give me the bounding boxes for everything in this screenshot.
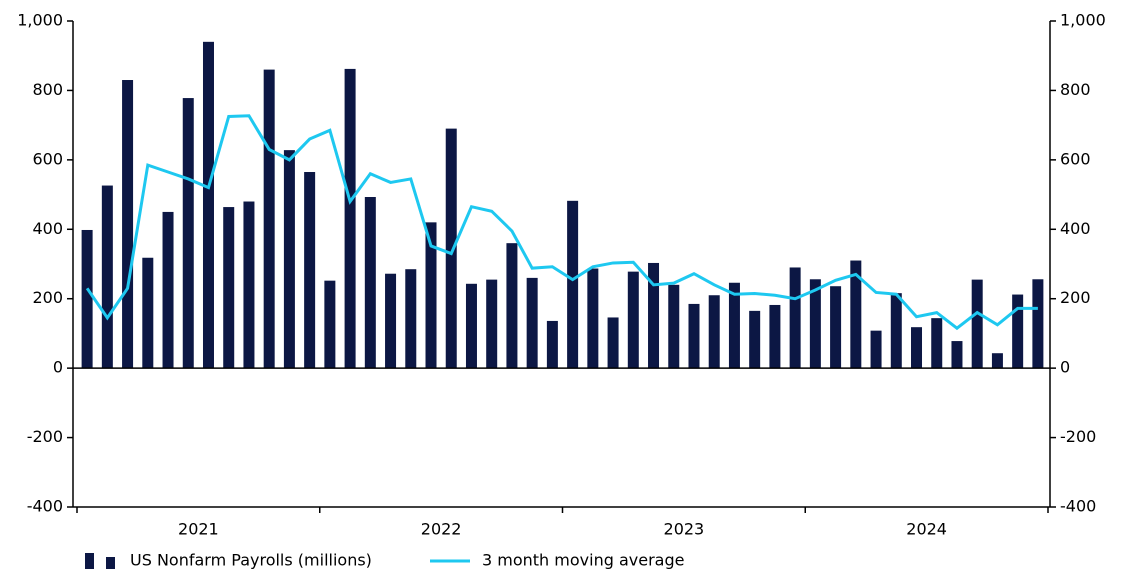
bar [425, 222, 437, 369]
bar [405, 269, 417, 369]
bar [122, 80, 134, 369]
line [85, 114, 1038, 331]
legend-label: 3 month moving average [482, 551, 684, 570]
bar [648, 262, 660, 369]
bar [385, 273, 397, 369]
legend-swatch [106, 557, 115, 569]
bar [668, 284, 680, 369]
bar [344, 68, 356, 369]
bar [162, 211, 174, 369]
bar [243, 201, 255, 369]
bar [607, 317, 619, 369]
bar [749, 310, 761, 369]
x-tick-label: 2022 [421, 520, 462, 539]
legend-label: US Nonfarm Payrolls (millions) [130, 551, 372, 570]
x-tick-label: 2024 [906, 520, 947, 539]
y2-tick-label: 600 [1060, 149, 1091, 168]
y-tick-label: 0 [53, 358, 63, 377]
bar [728, 282, 740, 369]
bar [506, 243, 518, 369]
bar [708, 295, 720, 369]
bar [202, 41, 214, 369]
y2-tick-label: 200 [1060, 288, 1091, 307]
bar [587, 268, 599, 369]
x-tick-label: 2023 [664, 520, 705, 539]
bar [809, 279, 821, 369]
bar [850, 260, 862, 369]
bar [769, 304, 781, 369]
bar [627, 271, 639, 369]
y-tick-label: 1,000 [17, 11, 63, 30]
bar [486, 279, 498, 369]
bar [830, 286, 842, 369]
bar [324, 280, 336, 369]
bar [526, 277, 538, 369]
y-tick-label: -200 [27, 427, 63, 446]
bar [688, 303, 700, 369]
y-tick-label: 600 [32, 149, 63, 168]
bar [567, 200, 579, 369]
bar [870, 330, 882, 369]
bar [890, 293, 902, 369]
bar [101, 185, 113, 369]
bar [364, 197, 376, 369]
bar [283, 150, 295, 369]
bar [911, 327, 923, 369]
y2-tick-label: -400 [1060, 497, 1096, 516]
bar [971, 279, 983, 369]
bar [182, 98, 194, 369]
y2-tick-label: 800 [1060, 80, 1091, 99]
bar [546, 320, 558, 369]
bar [1012, 294, 1024, 369]
x-tick-label: 2021 [178, 520, 219, 539]
bar [223, 207, 235, 369]
bar [81, 229, 93, 369]
bar [991, 353, 1003, 369]
y2-tick-label: 1,000 [1060, 11, 1106, 30]
y-tick-label: 800 [32, 80, 63, 99]
bar [445, 128, 457, 369]
y-tick-label: -400 [27, 497, 63, 516]
bar [951, 341, 963, 369]
bar [931, 318, 943, 369]
bar [789, 267, 801, 369]
bar [263, 69, 275, 369]
y2-tick-label: -200 [1060, 427, 1096, 446]
bar [465, 283, 477, 369]
y2-tick-label: 0 [1060, 358, 1070, 377]
bar [304, 172, 316, 369]
y-tick-label: 400 [32, 219, 63, 238]
bar [142, 257, 154, 369]
bar [1032, 279, 1044, 369]
legend-swatch [85, 553, 94, 569]
y2-tick-label: 400 [1060, 219, 1091, 238]
y-tick-label: 200 [32, 288, 63, 307]
